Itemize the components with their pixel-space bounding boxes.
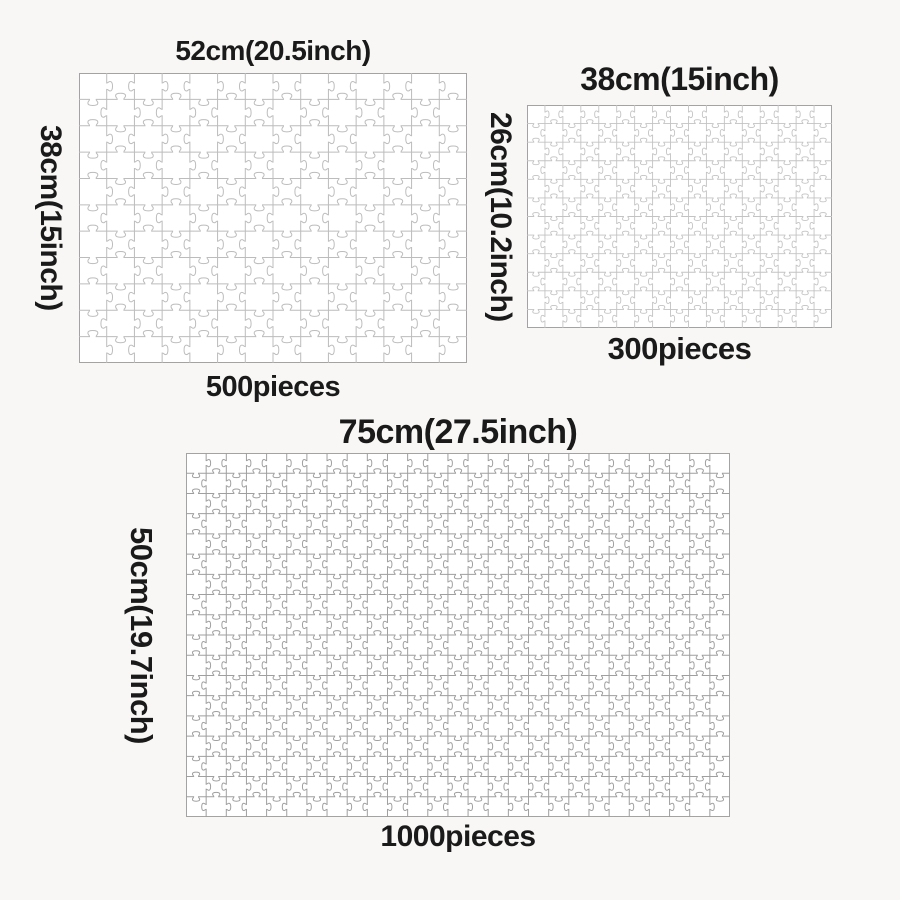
puzzle-1000-height-label: 50cm(19.7inch) [124,526,159,744]
puzzle-300-pieces-label: 300pieces [607,331,752,366]
puzzle-1000-board [186,453,730,817]
puzzle-300-width-label: 38cm(15inch) [580,61,779,97]
puzzle-500-board [79,73,467,363]
puzzle-300-board [527,105,832,328]
puzzle-1000-width-label: 75cm(27.5inch) [338,413,578,451]
puzzle-500-pieces-label: 500pieces [205,371,341,403]
puzzle-500-width-label: 52cm(20.5inch) [175,35,371,66]
puzzle-300-height-label: 26cm(10.2inch) [484,111,517,322]
puzzle-500-height-label: 38cm(15inch) [34,125,67,311]
puzzle-1000-pieces-label: 1000pieces [380,820,536,853]
